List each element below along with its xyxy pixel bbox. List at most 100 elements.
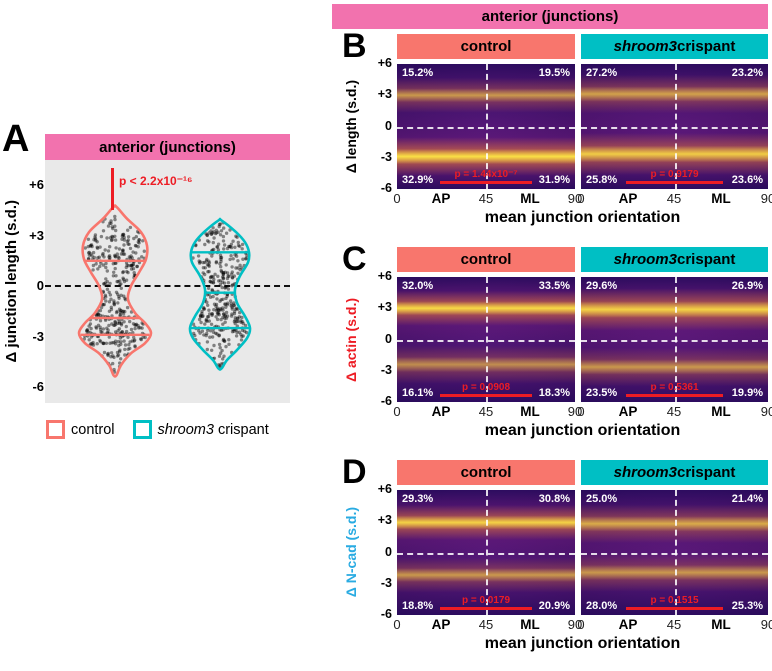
control-header-label: control (460, 464, 512, 481)
y-tick: -3 (380, 576, 392, 590)
x-tick: 45 (478, 191, 494, 206)
legend: control shroom3 crispant (46, 420, 269, 439)
quadrant-percent-bottom-right: 19.9% (731, 387, 763, 399)
y-tick: -6 (380, 181, 392, 195)
anterior-junctions-banner: anterior (junctions) (332, 4, 768, 29)
legend-italic: shroom3 (157, 421, 214, 438)
quadrant-percent-bottom-left: 25.8% (586, 174, 618, 186)
x-tick: 90 (760, 404, 772, 419)
p-value: p = 1.44x10⁻⁷ (454, 169, 518, 180)
x-tick: AP (618, 404, 638, 419)
legend-item-crispant: shroom3 crispant (132, 420, 269, 439)
crispant-header-italic: shroom3 (613, 464, 677, 481)
p-value: p = 0.5361 (650, 382, 699, 393)
panel-d: D control shroom3 crispant Δ N-cad (s.d.… (340, 453, 772, 671)
x-tick: 0 (577, 617, 585, 632)
x-tick: ML (711, 191, 731, 206)
quadrant-percent-top-left: 29.6% (586, 280, 618, 292)
orientation-45-dashed-line (486, 490, 488, 615)
p-value: p = 0.0908 (461, 382, 511, 393)
y-tick: +6 (377, 269, 392, 283)
x-tick: 45 (666, 617, 682, 632)
control-header-label: control (460, 38, 512, 55)
y-tick: +6 (377, 56, 392, 70)
panel-c-control-header: control (397, 247, 575, 272)
orientation-45-dashed-line (486, 64, 488, 189)
quadrant-percent-top-right: 21.4% (731, 493, 763, 505)
heatmap-d-crispant: 25.0% 21.4% 28.0% 25.3% p = 0.1515 (581, 490, 768, 615)
y-tick: 0 (385, 119, 392, 133)
control-header-label: control (460, 251, 512, 268)
heatmap-b-crispant: 27.2% 23.2% 25.8% 23.6% p = 0.9179 (581, 64, 768, 189)
p-value-underline (625, 181, 724, 184)
quadrant-percent-top-right: 23.2% (731, 67, 763, 79)
y-axis-label-text: Δ N-cad (s.d.) (343, 507, 359, 598)
quadrant-percent-bottom-left: 28.0% (586, 600, 618, 612)
quadrant-percent-bottom-right: 25.3% (731, 600, 763, 612)
p-value: p = 0.1515 (650, 595, 699, 606)
x-tick: 45 (478, 617, 494, 632)
quadrant-percent-bottom-left: 16.1% (402, 387, 434, 399)
heatmap-b-control: 15.2% 19.5% 32.9% 31.9% p = 1.44x10⁻⁷ (397, 64, 575, 189)
panel-d-y-axis-label: Δ N-cad (s.d.) (340, 490, 362, 615)
quadrant-percent-top-right: 26.9% (731, 280, 763, 292)
panel-d-crispant-header: shroom3 crispant (581, 460, 768, 485)
p-value-bracket (111, 168, 114, 210)
quadrant-percent-top-left: 29.3% (402, 493, 434, 505)
x-tick: ML (520, 404, 540, 419)
y-tick: 0 (385, 545, 392, 559)
y-tick: +6 (29, 177, 44, 192)
crispant-header-rest: crispant (677, 38, 736, 55)
x-axis-label: mean junction orientation (484, 635, 681, 652)
panel-b-control-header: control (397, 34, 575, 59)
quadrant-percent-bottom-left: 18.8% (402, 600, 434, 612)
x-tick: 0 (393, 617, 401, 632)
x-tick: ML (520, 191, 540, 206)
y-tick: +3 (29, 228, 44, 243)
crispant-header-rest: crispant (677, 251, 736, 268)
y-tick: +3 (377, 300, 392, 314)
x-tick: ML (520, 617, 540, 632)
quadrant-percent-top-left: 32.0% (402, 280, 434, 292)
panel-c-letter: C (342, 240, 367, 278)
x-tick: 0 (577, 191, 585, 206)
control-swatch (46, 420, 65, 439)
x-tick: 45 (666, 191, 682, 206)
panel-d-letter: D (342, 453, 367, 491)
x-tick: ML (711, 404, 731, 419)
panel-b: B control shroom3 crispant Δ length (s.d… (340, 27, 772, 246)
y-tick: -3 (32, 329, 44, 344)
y-axis-label-text: Δ length (s.d.) (343, 79, 359, 174)
quadrant-percent-bottom-right: 20.9% (538, 600, 570, 612)
quadrant-percent-top-right: 19.5% (538, 67, 570, 79)
legend-item-control: control (46, 420, 115, 439)
p-value-underline (439, 181, 533, 184)
quadrant-percent-top-left: 27.2% (586, 67, 618, 79)
panel-b-letter: B (342, 27, 367, 65)
quadrant-percent-bottom-right: 23.6% (731, 174, 763, 186)
quadrant-percent-top-left: 15.2% (402, 67, 434, 79)
x-tick: 45 (666, 404, 682, 419)
p-value: p = 0.9179 (650, 169, 699, 180)
violin-scatter-plot (77, 204, 252, 378)
x-tick: 0 (577, 404, 585, 419)
y-axis-label-text: Δ actin (s.d.) (343, 297, 359, 382)
panel-b-crispant-header: shroom3 crispant (581, 34, 768, 59)
zero-dashed-line (45, 285, 290, 287)
x-tick: 90 (567, 191, 583, 206)
orientation-45-dashed-line (674, 64, 677, 189)
y-tick: -3 (380, 363, 392, 377)
quadrant-percent-bottom-right: 18.3% (538, 387, 570, 399)
y-tick: -3 (380, 150, 392, 164)
y-tick: 0 (36, 278, 44, 293)
x-tick: AP (431, 617, 451, 632)
violin-plot-area: p < 2.2x10⁻¹⁶ (45, 160, 290, 403)
heatmap-c-crispant: 29.6% 26.9% 23.5% 19.9% p = 0.5361 (581, 277, 768, 402)
y-tick: -6 (32, 379, 44, 394)
x-axis-label: mean junction orientation (484, 209, 681, 226)
legend-rest: control (71, 421, 115, 438)
p-value: p < 2.2x10⁻¹⁶ (119, 174, 193, 188)
p-value-underline (625, 607, 724, 610)
panel-c-crispant-header: shroom3 crispant (581, 247, 768, 272)
